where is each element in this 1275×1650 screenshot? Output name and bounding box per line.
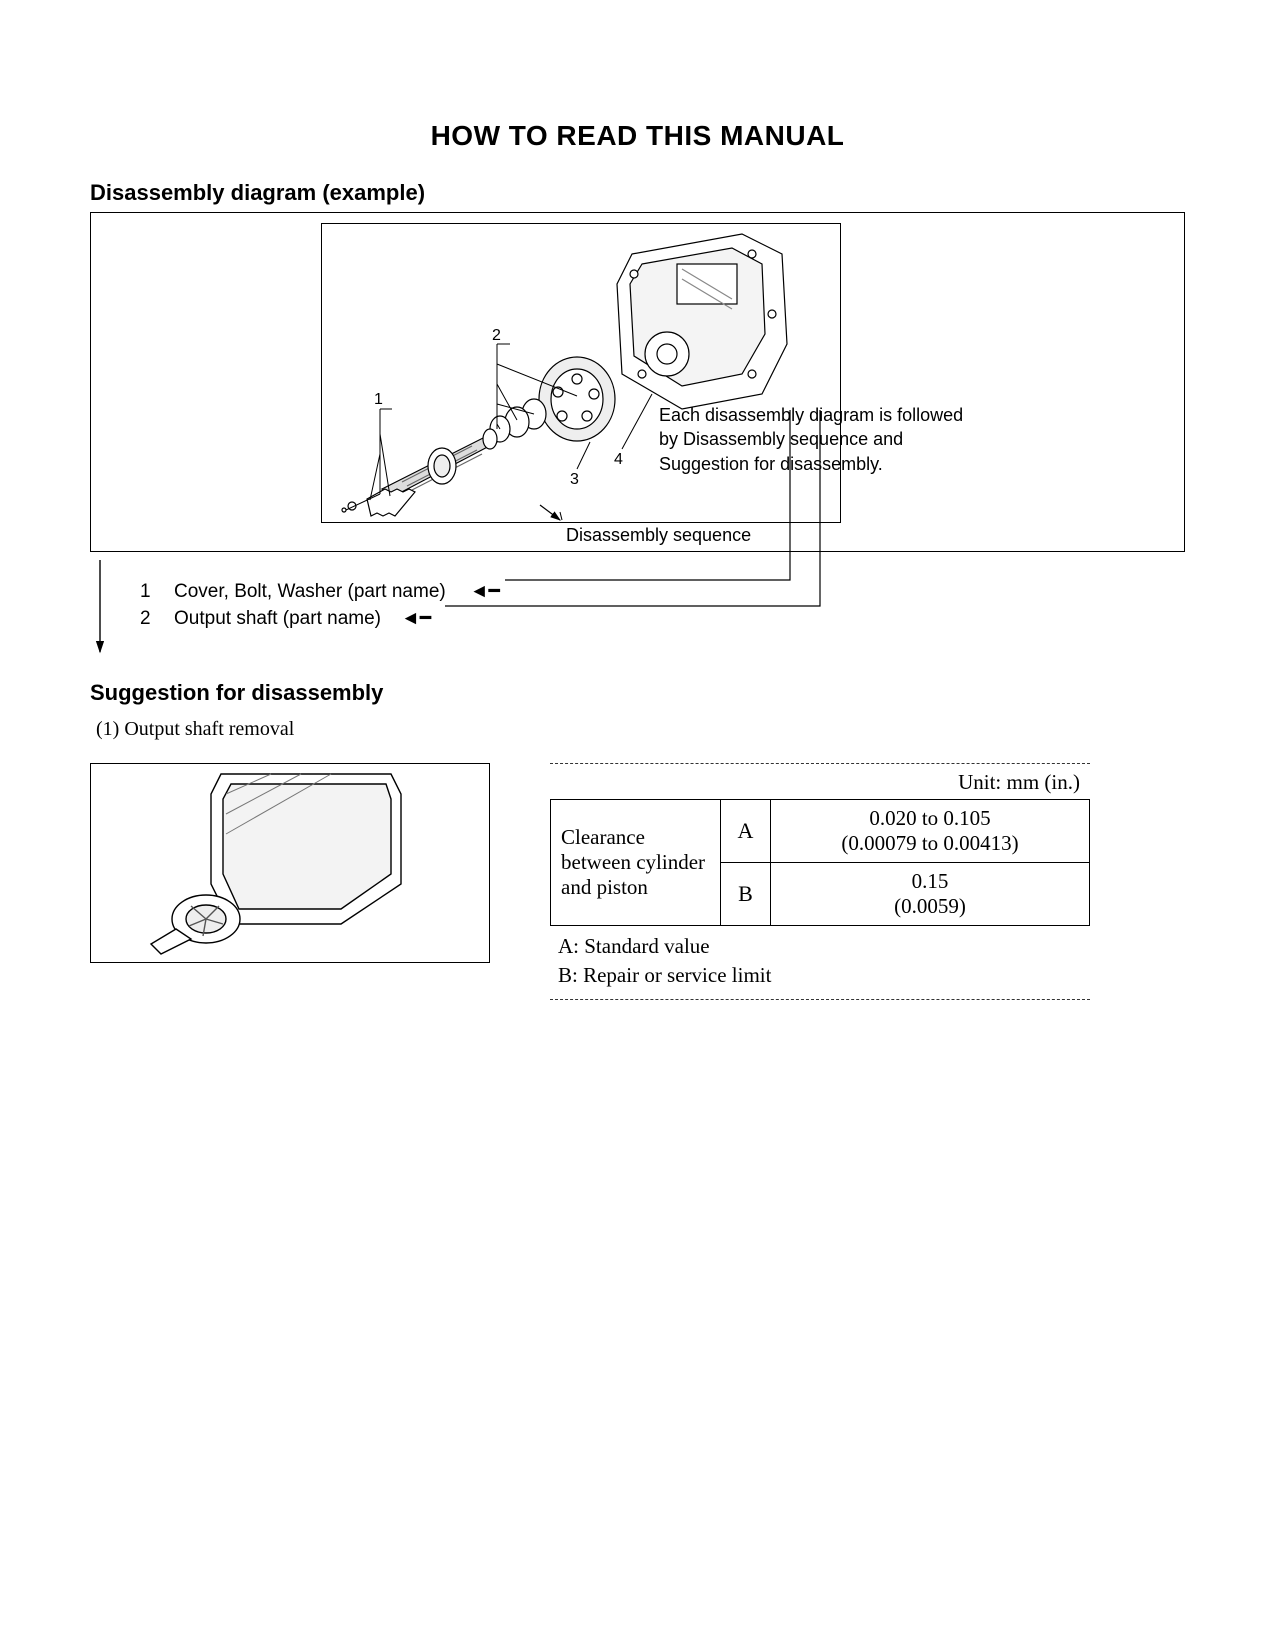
spec-box: Unit: mm (in.) Clearance between cylinde… [550,763,1090,1000]
step-text: (1) Output shaft removal [96,718,1185,741]
table-row: Clearance between cylinder and piston A … [551,800,1090,863]
suggestion-svg [91,764,491,964]
spec-table: Clearance between cylinder and piston A … [550,799,1090,926]
spec-label-cell: Clearance between cylinder and piston [551,800,721,926]
spec-value-cell: 0.15 (0.0059) [771,863,1090,926]
arrowhead-icon: ◄━ [401,607,431,630]
diagram-num-1: 1 [374,391,383,408]
parts-list-row: 1 Cover, Bolt, Washer (part name) ◄━ [140,580,1185,603]
diagram-inner-box: 1 2 3 4 [321,223,841,523]
parts-list-row: 2 Output shaft (part name) ◄━ [140,607,1185,630]
suggestion-image-box [90,763,490,963]
section-heading-diagram: Disassembly diagram (example) [90,180,1185,206]
part-num: 1 [140,581,156,603]
arrowhead-icon: ◄━ [470,580,500,603]
diagram-num-3: 3 [570,471,579,488]
spec-value-top: 0.15 [781,869,1079,894]
part-name: Output shaft (part name) [174,608,381,630]
diagram-num-2: 2 [492,327,501,344]
parts-list: 1 Cover, Bolt, Washer (part name) ◄━ 2 O… [140,580,1185,630]
spec-value-cell: 0.020 to 0.105 (0.00079 to 0.00413) [771,800,1090,863]
section-heading-suggestion: Suggestion for disassembly [90,680,1185,706]
unit-label: Unit: mm (in.) [550,766,1090,799]
spec-value-bot: (0.00079 to 0.00413) [781,831,1079,856]
legend-a: A: Standard value [558,932,1082,961]
diagram-num-4: 4 [614,451,623,468]
spec-code-cell: A [721,800,771,863]
page-title: HOW TO READ THIS MANUAL [90,120,1185,152]
spec-legend: A: Standard value B: Repair or service l… [550,926,1090,993]
disassembly-sequence-label: Disassembly sequence [566,525,751,546]
spec-value-bot: (0.0059) [781,894,1079,919]
diagram-callout-text: Each disassembly diagram is followed by … [659,403,969,476]
part-name: Cover, Bolt, Washer (part name) [174,581,446,603]
diagram-outer-box: 1 2 3 4 Each disassembly diagram is foll… [90,212,1185,552]
legend-b: B: Repair or service limit [558,961,1082,990]
part-num: 2 [140,608,156,630]
spec-value-top: 0.020 to 0.105 [781,806,1079,831]
exploded-view-svg: 1 2 3 4 [322,224,842,524]
spec-code-cell: B [721,863,771,926]
